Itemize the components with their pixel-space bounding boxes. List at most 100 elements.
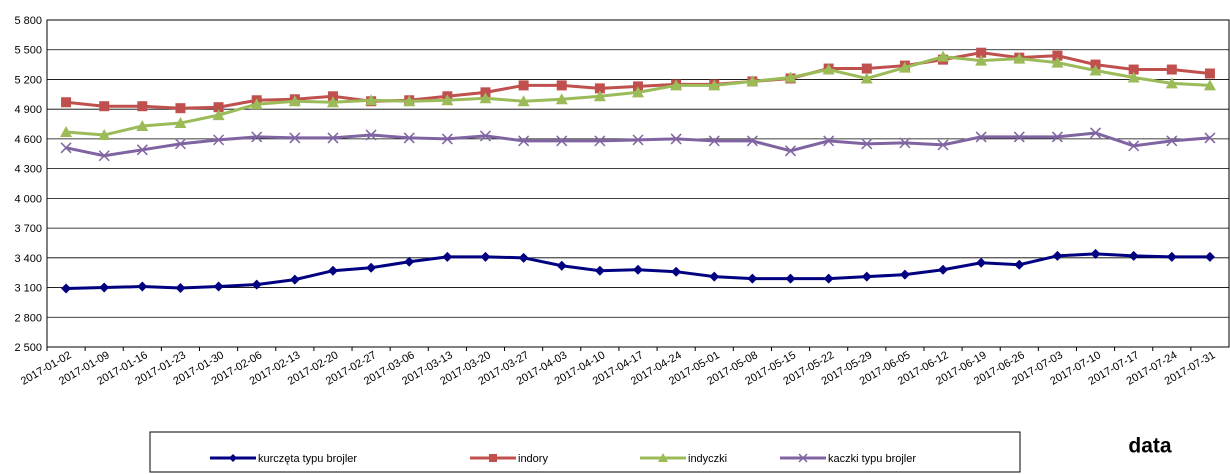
point [594, 83, 605, 94]
y-tick-label: 5 800 [14, 15, 42, 27]
point [1203, 79, 1216, 91]
point [251, 279, 262, 290]
y-tick-label: 3 400 [14, 253, 42, 265]
point [1051, 56, 1064, 68]
point [709, 271, 720, 282]
point [1165, 77, 1178, 89]
point [861, 63, 872, 74]
y-tick-label: 4 900 [14, 104, 42, 116]
point [60, 142, 72, 154]
point [98, 128, 111, 140]
y-tick-label: 3 700 [14, 223, 42, 235]
point [479, 130, 492, 142]
point [1089, 64, 1102, 76]
point [1013, 131, 1025, 143]
point [99, 282, 110, 293]
point [671, 266, 682, 277]
point [937, 139, 949, 151]
point [99, 101, 110, 112]
y-tick-label: 4 000 [14, 193, 42, 205]
point [1013, 52, 1026, 64]
point [784, 71, 797, 83]
point [594, 265, 605, 276]
point [441, 133, 453, 145]
point [975, 131, 987, 143]
point [898, 61, 911, 73]
point [1127, 71, 1140, 83]
point [175, 103, 186, 114]
point [60, 125, 73, 137]
y-tick-label: 5 200 [14, 74, 42, 86]
point [670, 133, 682, 145]
point [708, 79, 721, 91]
point [861, 138, 873, 150]
y-tick-label: 4 300 [14, 164, 42, 176]
point [289, 132, 301, 144]
legend-label: indory [518, 453, 548, 465]
y-tick-label: 4 600 [14, 134, 42, 146]
y-tick-label: 2 500 [14, 342, 42, 354]
point [403, 95, 416, 107]
legend-label: indyczki [688, 453, 727, 465]
point [1128, 64, 1139, 75]
point [1052, 50, 1063, 61]
point [489, 454, 497, 462]
point [518, 252, 529, 263]
point [136, 120, 149, 132]
point [213, 134, 225, 146]
point [480, 251, 491, 262]
point [229, 454, 237, 462]
point [289, 274, 300, 285]
y-tick-label: 3 100 [14, 283, 42, 295]
point [899, 269, 910, 280]
point [175, 283, 186, 294]
point [403, 132, 415, 144]
point [747, 273, 758, 284]
point [213, 281, 224, 292]
legend-label: kaczki typu brojler [828, 453, 916, 465]
point [174, 117, 187, 129]
point [98, 150, 110, 162]
point [441, 94, 454, 106]
point [251, 131, 263, 143]
y-tick-label: 2 800 [14, 312, 42, 324]
point [784, 145, 797, 157]
point [823, 135, 835, 147]
point [822, 63, 835, 75]
point [1128, 250, 1139, 261]
point [1052, 250, 1063, 261]
point [327, 265, 338, 276]
point [365, 94, 378, 106]
point [1204, 251, 1215, 262]
point [61, 283, 72, 294]
point [594, 135, 606, 147]
point [1090, 127, 1102, 139]
point [479, 92, 492, 104]
point [975, 54, 988, 66]
point [517, 95, 530, 107]
point [937, 50, 950, 62]
point [1204, 132, 1216, 144]
point [365, 129, 377, 141]
point [1014, 259, 1025, 270]
point [823, 273, 834, 284]
point [785, 273, 796, 284]
point [250, 98, 263, 110]
point [1166, 251, 1177, 262]
point [1204, 68, 1215, 79]
point [670, 79, 683, 91]
point [976, 257, 987, 268]
point [327, 132, 339, 144]
series-line [65, 131, 1211, 158]
point [556, 260, 567, 271]
point [593, 90, 606, 102]
point [442, 251, 453, 262]
point [632, 134, 644, 146]
point [136, 144, 148, 156]
x-axis-title: data [1128, 435, 1172, 458]
point [798, 453, 808, 463]
point [366, 262, 377, 273]
point [746, 135, 758, 147]
point [1090, 248, 1101, 259]
